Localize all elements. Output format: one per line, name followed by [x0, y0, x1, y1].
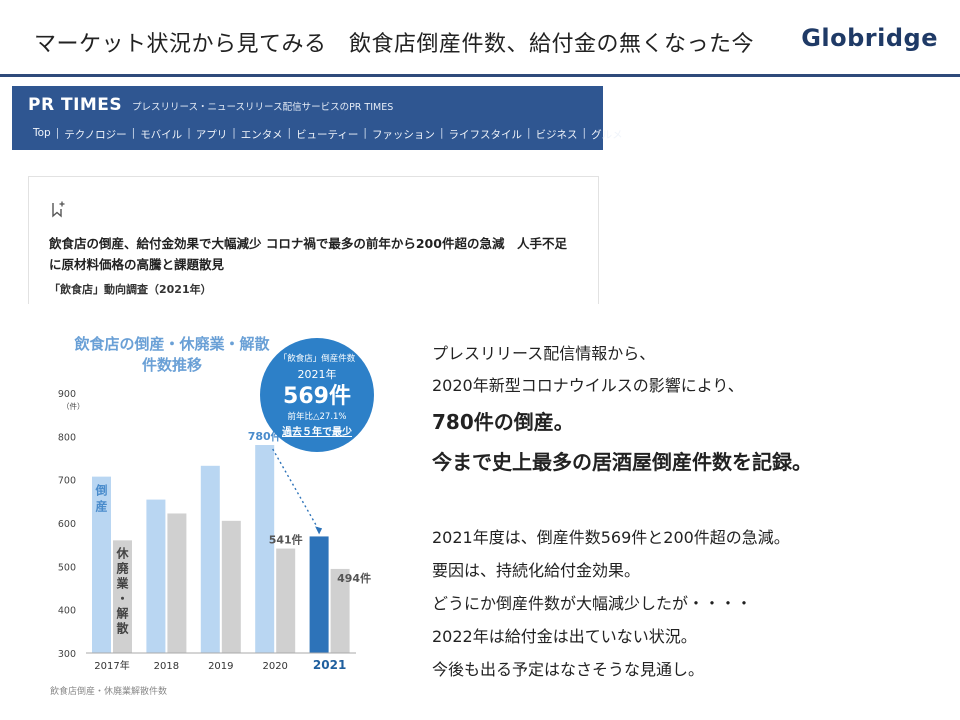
commentary-line-5: 2021年度は、倒産件数569件と200件超の急減。 — [432, 528, 790, 547]
pr-times-banner: PR TIMES プレスリリース・ニュースリリース配信サービスのPR TIMES… — [12, 86, 623, 150]
nav-separator: | — [131, 127, 136, 139]
commentary-line-2: 2020年新型コロナウイルスの影響により、 — [432, 376, 744, 395]
nav-item[interactable]: エンタメ — [240, 129, 283, 141]
y-axis-unit: （件） — [62, 401, 85, 411]
commentary-line-7: どうにか倒産件数が大幅減少したが・・・・ — [432, 594, 753, 613]
nav-item[interactable]: ビューティー — [296, 129, 359, 141]
x-tick-label: 2021 — [313, 658, 346, 672]
globridge-logo: Globridge — [801, 24, 938, 52]
title-divider — [0, 74, 960, 77]
article-headline[interactable]: 飲食店の倒産、給付金効果で大幅減少 コロナ禍で最多の前年から200件超の急減 人… — [49, 236, 567, 272]
pr-times-logo[interactable]: PR TIMES — [28, 95, 123, 115]
slide-title: マーケット状況から見てみる 飲食店倒産件数、給付金の無くなった今 — [34, 32, 755, 57]
nav-separator: | — [363, 127, 367, 139]
chart-title-line1: 飲食店の倒産・休廃業・解散 — [74, 335, 270, 353]
nav-separator: | — [55, 127, 60, 139]
series-label-closure: ・ — [116, 591, 128, 605]
nav-item[interactable]: グルメ — [591, 129, 623, 141]
bookmark-plus-icon[interactable] — [51, 201, 65, 218]
nav-separator: | — [187, 127, 191, 139]
nav-separator: | — [582, 127, 587, 139]
badge-line1: 「飲食店」倒産件数 — [279, 353, 356, 364]
commentary-line-8: 2022年は給付金は出ていない状況。 — [432, 627, 697, 646]
badge-circle — [260, 338, 374, 452]
chart-canvas: 300 400 500 600 700 800 900（件） 2017年 2018 2019 202… — [58, 338, 374, 672]
nav-item[interactable]: テクノロジー — [64, 129, 127, 141]
x-tick-label: 2017年 — [94, 659, 129, 672]
chart-title-line2: 件数推移 — [141, 356, 202, 374]
bar-bankruptcy — [92, 476, 111, 653]
data-label: 780件 — [248, 429, 282, 443]
nav-item[interactable]: Top — [33, 127, 51, 139]
nav-item[interactable]: アプリ — [195, 129, 228, 141]
x-tick-label: 2019 — [208, 661, 233, 672]
chart-source: 飲食店倒産・休廃業解散件数 — [50, 687, 168, 697]
y-tick-label: 700 — [58, 476, 76, 487]
y-tick-label: 300 — [58, 649, 76, 660]
nav-item[interactable]: ライフスタイル — [448, 129, 522, 141]
bar-bankruptcy — [309, 536, 329, 653]
bar-bankruptcy — [146, 499, 166, 653]
trend-arrow-head — [315, 526, 323, 535]
article-subtitle: 「飲食店」動向調査（2021年） — [49, 283, 212, 296]
y-tick-label: 500 — [58, 562, 76, 573]
article-card: 飲食店の倒産、給付金効果で大幅減少 コロナ禍で最多の前年から200件超の急減 人… — [28, 176, 599, 304]
bar-closure — [221, 520, 241, 653]
nav-item[interactable]: ビジネス — [535, 129, 578, 141]
bar-bankruptcy — [255, 445, 275, 653]
series-label-bankruptcy: 産 — [95, 499, 107, 514]
bar-closure — [167, 513, 187, 653]
trend-arrow-line — [272, 448, 320, 531]
y-tick-label: 400 — [58, 606, 76, 617]
pr-times-nav: Top | テクノロジー | モバイル | アプリ | エンタメ | ビューティー | ファッション | ラ… — [28, 127, 628, 142]
x-tick-label: 2018 — [154, 661, 179, 672]
badge-line2: 2021年 — [298, 367, 337, 381]
nav-separator: | — [287, 127, 292, 139]
pr-times-tagline: プレスリリース・ニュースリリース配信サービスのPR TIMES — [132, 102, 394, 113]
commentary-line-1: プレスリリース配信情報から、 — [432, 344, 656, 363]
series-label-closure: 廃 — [116, 560, 129, 575]
series-label-bankruptcy: 倒 — [94, 483, 107, 498]
bar-closure — [113, 540, 132, 653]
badge-change: 前年比△27.1% — [287, 411, 346, 422]
bar-bankruptcy — [200, 465, 220, 653]
chart-title: 飲食店の倒産・休廃業・解散 件数推移 — [52, 334, 292, 376]
y-tick-label: 900 — [58, 389, 76, 400]
series-label-closure: 解 — [116, 605, 128, 620]
data-label: 541件 — [269, 533, 303, 547]
bar-closure — [276, 548, 296, 653]
series-label-closure: 散 — [116, 620, 129, 635]
nav-item[interactable]: ファッション — [371, 129, 435, 141]
nav-separator: | — [526, 127, 531, 139]
bar-closure — [330, 568, 350, 653]
y-tick-label: 600 — [58, 519, 76, 530]
commentary-line-9: 今後も出る予定はなさそうな見通し。 — [432, 660, 705, 679]
commentary-line-6: 要因は、持続化給付金効果。 — [432, 561, 641, 580]
x-tick-label: 2020 — [262, 661, 287, 672]
data-label: 494件 — [337, 571, 371, 585]
nav-item[interactable]: モバイル — [140, 129, 183, 141]
series-label-closure: 業 — [115, 575, 129, 590]
nav-separator: | — [232, 127, 236, 139]
commentary-highlight-1: 780件の倒産。 — [432, 410, 574, 434]
bankruptcy-chart: 300 400 500 600 700 800 900 （件） 2017年 2018 2019 202… — [40, 320, 396, 700]
nav-separator: | — [439, 127, 444, 139]
commentary-highlight-2: 今まで史上最多の居酒屋倒産件数を記録。 — [432, 450, 812, 474]
y-tick-label: 800 — [58, 432, 76, 443]
badge-value: 569件 — [283, 384, 351, 409]
series-label-closure: 休 — [115, 545, 129, 560]
badge-note: 過去５年で最少 — [281, 425, 352, 438]
